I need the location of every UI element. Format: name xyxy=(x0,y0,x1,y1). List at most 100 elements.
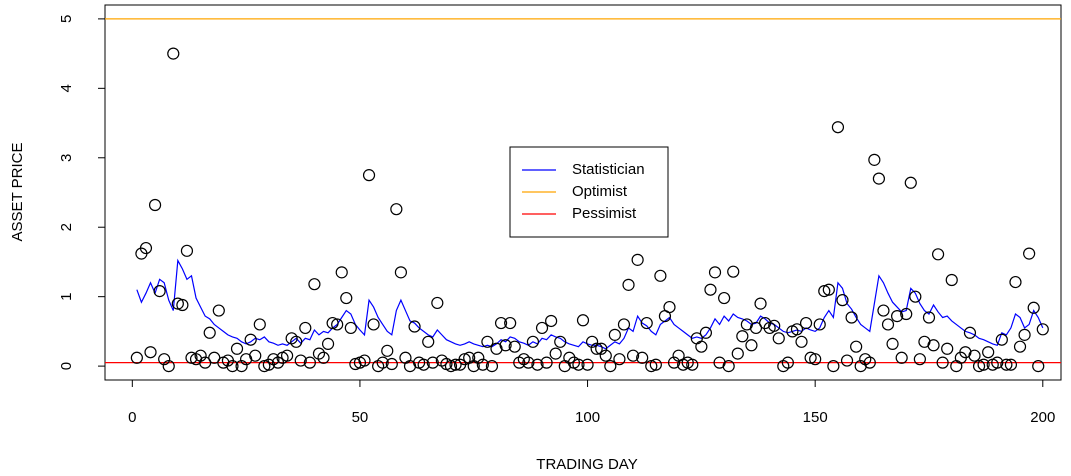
data-point xyxy=(326,316,339,330)
data-point xyxy=(727,265,740,278)
data-point xyxy=(754,297,767,310)
data-point xyxy=(481,335,494,348)
data-point xyxy=(604,360,617,373)
data-point xyxy=(130,351,143,364)
data-point xyxy=(499,339,512,352)
data-point xyxy=(968,349,981,362)
data-point xyxy=(686,358,699,371)
data-point xyxy=(176,298,189,312)
data-point xyxy=(931,248,945,261)
data-point xyxy=(736,330,749,343)
data-point xyxy=(171,297,184,310)
data-point xyxy=(244,333,257,346)
data-point xyxy=(394,266,408,279)
data-point xyxy=(545,314,558,328)
data-point xyxy=(526,335,540,348)
data-point xyxy=(636,351,649,364)
data-point xyxy=(340,291,353,305)
data-point xyxy=(1032,360,1045,373)
data-point xyxy=(235,360,248,373)
data-point xyxy=(299,321,312,335)
data-point xyxy=(290,335,303,348)
data-point xyxy=(626,349,640,362)
data-point xyxy=(167,47,180,60)
data-point xyxy=(422,335,435,348)
data-point xyxy=(212,304,225,317)
data-point xyxy=(531,358,544,371)
data-point xyxy=(704,283,717,296)
data-point xyxy=(822,283,835,296)
data-point xyxy=(731,347,744,360)
data-point xyxy=(995,333,1008,346)
data-point xyxy=(1009,275,1022,289)
data-point xyxy=(203,326,216,339)
data-point xyxy=(1023,247,1036,260)
series-line xyxy=(136,258,1044,350)
data-point xyxy=(280,349,294,362)
data-point xyxy=(476,358,489,371)
data-point xyxy=(590,342,603,355)
data-point xyxy=(927,339,940,352)
data-point xyxy=(576,314,590,327)
data-point xyxy=(667,356,681,369)
data-point xyxy=(622,278,635,291)
data-point xyxy=(1000,358,1013,371)
x-tick-label: 100 xyxy=(575,409,600,426)
data-point xyxy=(381,344,394,357)
data-point xyxy=(809,353,822,366)
data-point xyxy=(804,351,817,364)
data-point xyxy=(312,347,326,360)
y-tick-label: 3 xyxy=(58,154,75,162)
data-point xyxy=(253,318,266,331)
y-tick-label: 4 xyxy=(58,84,75,92)
data-point xyxy=(408,320,421,333)
data-point xyxy=(1004,358,1018,371)
data-point xyxy=(881,318,895,331)
x-tick-label: 200 xyxy=(1030,409,1055,426)
data-point xyxy=(795,335,808,348)
data-point xyxy=(818,285,831,298)
data-point xyxy=(508,340,521,353)
data-point xyxy=(303,356,316,369)
data-point xyxy=(144,346,157,359)
data-point xyxy=(781,356,794,369)
data-point xyxy=(385,357,398,371)
data-point xyxy=(772,332,785,345)
y-tick-label: 2 xyxy=(58,223,75,231)
data-point xyxy=(718,291,731,305)
data-point xyxy=(317,351,330,364)
data-point xyxy=(790,323,804,336)
data-point xyxy=(941,342,954,355)
legend-label: Optimist xyxy=(572,183,628,200)
data-point xyxy=(745,339,758,352)
data-point xyxy=(708,266,722,279)
data-point xyxy=(522,356,535,369)
data-point xyxy=(982,346,995,359)
data-point xyxy=(840,354,854,367)
data-point xyxy=(768,319,781,332)
data-point xyxy=(868,153,881,166)
data-point xyxy=(485,360,499,373)
data-point xyxy=(640,316,653,330)
data-point xyxy=(649,358,662,371)
data-point xyxy=(836,294,849,307)
data-point xyxy=(581,358,594,371)
data-point xyxy=(827,360,840,373)
data-point xyxy=(913,353,926,366)
data-point xyxy=(922,311,936,324)
data-point xyxy=(891,310,904,323)
data-point xyxy=(608,328,621,341)
data-point xyxy=(572,358,585,371)
data-point xyxy=(977,358,990,371)
data-point xyxy=(158,353,171,366)
data-point xyxy=(1036,323,1049,336)
y-tick-label: 5 xyxy=(58,15,75,23)
data-point xyxy=(695,340,708,353)
data-point xyxy=(904,176,917,189)
data-point xyxy=(180,244,194,257)
data-point xyxy=(831,121,845,134)
x-tick-label: 50 xyxy=(352,409,369,426)
data-point xyxy=(321,337,335,350)
data-point xyxy=(399,351,412,364)
